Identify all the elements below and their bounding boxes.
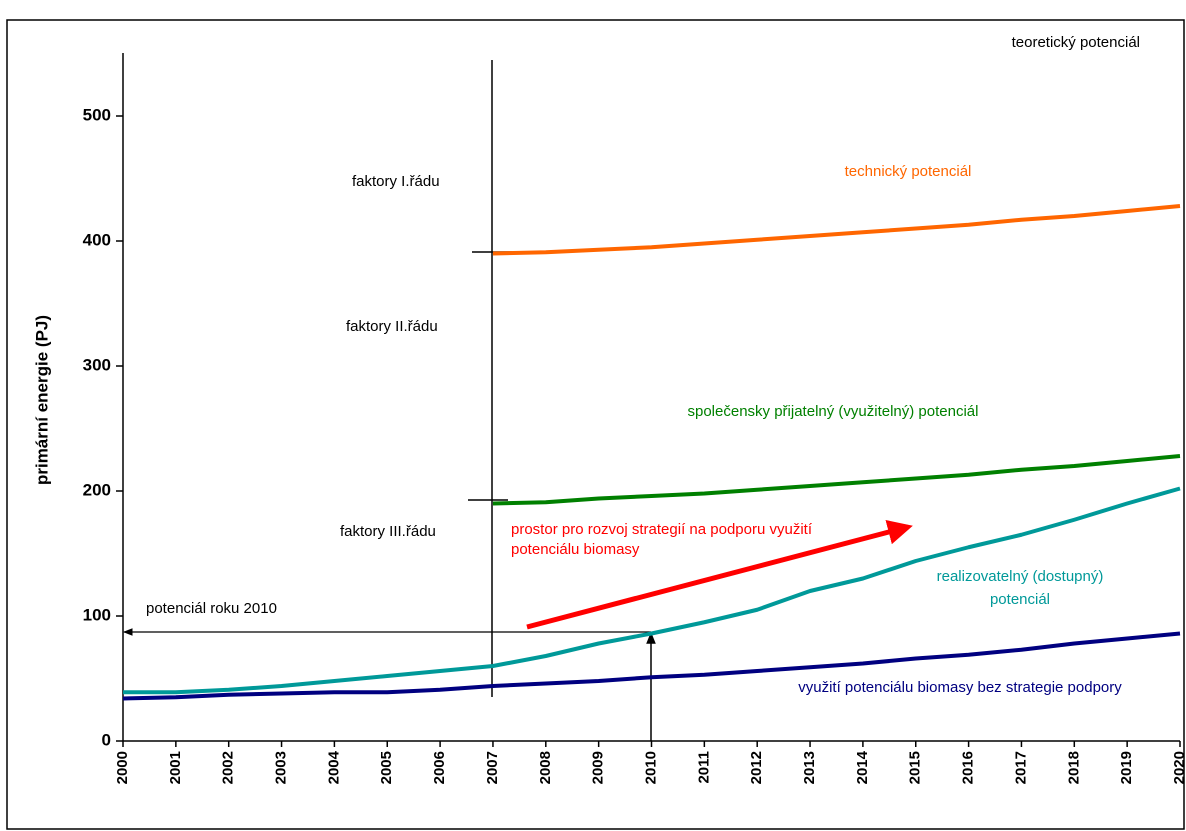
series-label: realizovatelný (dostupný) potenciál xyxy=(936,568,1104,608)
x-tick-label: 2010 xyxy=(642,751,659,784)
series-label: využití potenciálu biomasy bez strategie… xyxy=(798,679,1122,696)
series-label: společensky přijatelný (využitelný) pote… xyxy=(688,403,979,420)
x-tick-label: 2004 xyxy=(325,750,342,784)
annotation: teoretický potenciál xyxy=(1012,34,1140,51)
x-tick-label: 2003 xyxy=(273,751,290,784)
y-tick-label: 300 xyxy=(83,355,111,374)
x-tick-label: 2007 xyxy=(484,751,501,784)
x-tick-label: 2013 xyxy=(801,751,818,784)
red-arrow xyxy=(526,519,913,630)
y-tick-label: 0 xyxy=(102,730,111,749)
annotation-box: prostor pro rozvoj strategií na podporu … xyxy=(511,521,812,558)
y-tick-label: 200 xyxy=(83,480,111,499)
series-line xyxy=(492,454,1181,506)
x-tick-label: 2001 xyxy=(167,751,184,784)
annotation: faktory I.řádu xyxy=(352,173,440,190)
y-tick-label: 500 xyxy=(83,105,111,124)
y-axis-label: primární energie (PJ) xyxy=(32,315,51,485)
x-tick-label: 2015 xyxy=(907,751,924,784)
x-tick-label: 2006 xyxy=(431,751,448,784)
annotation: potenciál roku 2010 xyxy=(146,600,277,617)
x-tick-label: 2016 xyxy=(960,751,977,784)
series-label-box: realizovatelný (dostupný) potenciál xyxy=(936,568,1104,608)
frame xyxy=(6,19,1185,830)
series-line xyxy=(123,486,1181,695)
annotation: faktory II.řádu xyxy=(346,318,438,335)
x-tick-label: 2002 xyxy=(220,751,237,784)
y-tick-label: 400 xyxy=(83,230,111,249)
x-tick-label: 2017 xyxy=(1012,751,1029,784)
x-tick-label: 2012 xyxy=(748,751,765,784)
annotation: faktory III.řádu xyxy=(340,523,436,540)
x-tick-label: 2014 xyxy=(854,750,871,784)
series-label: technický potenciál xyxy=(845,163,972,180)
series-line xyxy=(492,204,1181,256)
x-tick-label: 2009 xyxy=(590,751,607,784)
x-tick-label: 2005 xyxy=(378,751,395,784)
x-tick-label: 2008 xyxy=(537,751,554,784)
x-tick-label: 2019 xyxy=(1118,751,1135,784)
y-tick-label: 100 xyxy=(83,605,111,624)
x-tick-label: 2018 xyxy=(1065,751,1082,784)
series-line xyxy=(122,631,1181,701)
annotation: prostor pro rozvoj strategií na podporu … xyxy=(511,521,812,558)
x-tick-label: 2020 xyxy=(1171,751,1186,784)
x-tick-label: 2011 xyxy=(695,751,712,784)
x-tick-label: 2000 xyxy=(114,751,131,784)
